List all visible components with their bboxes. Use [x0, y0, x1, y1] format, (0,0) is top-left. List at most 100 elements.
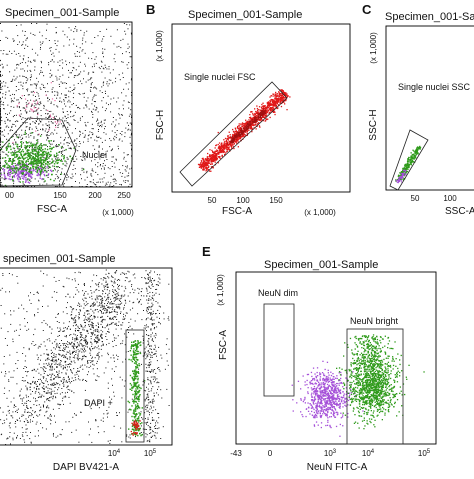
event-dot-green [30, 142, 32, 145]
event-dot [14, 163, 16, 164]
event-dot-green [37, 168, 40, 170]
event-dot [5, 53, 7, 55]
event-dot [124, 380, 126, 382]
event-dot [25, 76, 27, 78]
event-dot [147, 364, 149, 366]
event-dot-dark-red [244, 131, 246, 133]
event-dot [27, 60, 29, 62]
event-dot-red [219, 157, 221, 159]
event-dot [147, 350, 149, 352]
event-dot [72, 352, 73, 353]
event-dot [85, 124, 87, 126]
event-dot [0, 131, 2, 133]
event-dot-red [213, 160, 216, 162]
event-dot [83, 34, 85, 36]
event-dot-green [61, 155, 63, 157]
event-dot [156, 326, 158, 328]
event-dot [45, 167, 47, 169]
event-dot-purple [14, 170, 16, 172]
event-dot [67, 101, 69, 103]
event-dot [59, 167, 61, 168]
event-dot [98, 327, 100, 328]
event-dot [61, 59, 63, 61]
event-dot [0, 166, 1, 168]
event-dot [117, 358, 119, 360]
event-dot-red [245, 124, 247, 126]
event-dot [9, 130, 11, 132]
event-dot-red [275, 95, 277, 97]
event-dot [140, 411, 142, 413]
event-dot [15, 114, 17, 116]
event-dot [146, 410, 148, 412]
event-dot [13, 40, 15, 42]
event-dot [75, 128, 76, 130]
event-dot-red [208, 165, 210, 167]
event-dot [78, 51, 80, 53]
event-dot [5, 162, 7, 164]
event-dot [115, 180, 117, 182]
event-dot-red [216, 154, 218, 156]
event-dot [70, 72, 72, 74]
event-dot-purple [25, 163, 28, 165]
event-dot [30, 79, 31, 81]
event-dot [0, 103, 1, 105]
event-dot-red [228, 146, 230, 148]
event-dot [9, 432, 11, 433]
event-dot [58, 83, 60, 85]
event-dot [33, 334, 35, 336]
event-dot [149, 346, 151, 347]
event-dot [43, 104, 45, 106]
event-dot-red [240, 126, 242, 129]
event-dot-green [409, 161, 411, 163]
event-dot [150, 308, 152, 310]
event-dot-purple [17, 164, 19, 166]
event-dot [70, 116, 72, 118]
event-dot-green [39, 171, 41, 173]
event-dot-green [42, 178, 45, 180]
event-dot [49, 99, 50, 101]
event-dot [73, 160, 75, 162]
event-dot [61, 340, 62, 341]
event-dot-red [264, 115, 267, 117]
event-dot-purple [47, 174, 49, 177]
event-dot-green [36, 139, 38, 142]
event-dot [59, 144, 60, 146]
event-dot-dark-red [249, 124, 251, 126]
event-dot [0, 88, 1, 90]
event-dot-red [218, 148, 220, 150]
event-dot-red [210, 163, 212, 165]
event-dot-purple [31, 176, 33, 179]
event-dot [111, 308, 113, 310]
event-dot-red [243, 123, 245, 125]
event-dot [105, 108, 107, 110]
event-dot [107, 181, 109, 183]
event-dot [103, 132, 105, 134]
event-dot [104, 90, 106, 92]
event-dot [48, 62, 50, 64]
event-dot-red [263, 105, 265, 107]
event-dot-dark-red [242, 128, 245, 130]
event-dot-red [272, 108, 274, 110]
event-dot [0, 113, 1, 115]
event-dot [123, 308, 124, 310]
event-dot [4, 97, 6, 99]
event-dot-purple [401, 176, 404, 178]
event-dot [42, 285, 44, 287]
event-dot [0, 107, 1, 109]
event-dot [31, 23, 32, 24]
event-dot [101, 126, 103, 128]
event-dot [0, 140, 1, 142]
event-dot-dark-red [249, 121, 251, 123]
event-dot [152, 312, 154, 314]
event-dot [112, 69, 114, 71]
event-dot [68, 90, 70, 92]
event-dot [76, 289, 78, 291]
event-dot-red [274, 95, 276, 97]
event-dot [32, 132, 34, 134]
event-dot [43, 389, 45, 390]
event-dot-red [228, 143, 230, 145]
event-dot [147, 396, 149, 398]
event-dot-red [279, 95, 281, 97]
event-dot-red [281, 93, 284, 95]
event-dot-red [214, 161, 216, 163]
